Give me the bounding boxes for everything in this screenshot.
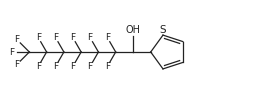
Text: F: F [105,62,110,71]
Text: F: F [105,33,110,42]
Text: F: F [36,33,41,42]
Text: S: S [160,25,166,35]
Text: F: F [53,62,58,71]
Text: F: F [70,33,75,42]
Text: F: F [88,62,92,71]
Text: F: F [53,33,58,42]
Text: F: F [14,35,19,44]
Text: F: F [36,62,41,71]
Text: OH: OH [125,25,140,35]
Text: F: F [14,60,19,69]
Text: F: F [9,47,14,56]
Text: F: F [88,33,92,42]
Text: F: F [70,62,75,71]
